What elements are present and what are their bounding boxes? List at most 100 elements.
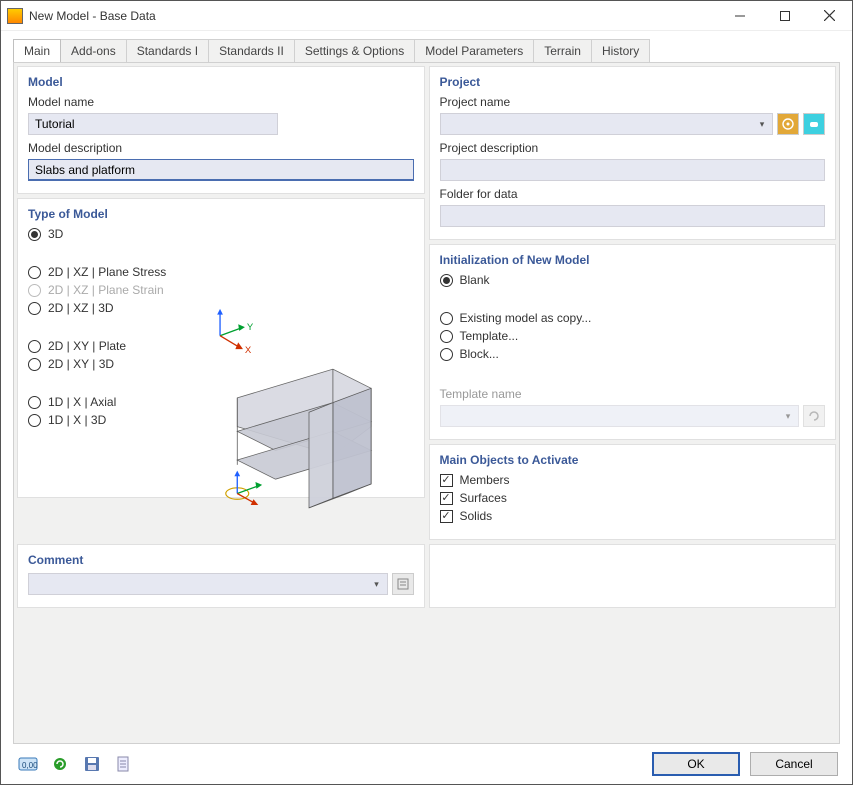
combo-comment[interactable]: ▾ [28, 573, 388, 595]
save-button[interactable] [79, 752, 105, 776]
tab-main[interactable]: Main [13, 39, 61, 62]
tab-standards-i[interactable]: Standards I [126, 39, 209, 62]
refresh-icon [51, 755, 69, 773]
chevron-down-icon: ▾ [779, 407, 797, 425]
tab-terrain[interactable]: Terrain [533, 39, 592, 62]
label-project-desc: Project description [440, 141, 826, 155]
label-model-desc: Model description [28, 141, 414, 155]
label-template-name: Template name [440, 387, 826, 401]
radio-label: 2D | XY | Plate [48, 339, 126, 353]
panel-comment: Comment ▾ [17, 544, 425, 608]
checkbox-icon [440, 510, 453, 523]
app-icon [7, 8, 23, 24]
radio-icon [440, 274, 453, 287]
svg-text:0,00: 0,00 [22, 761, 38, 770]
radio-label: 1D | X | Axial [48, 395, 116, 409]
input-model-name[interactable] [28, 113, 278, 135]
svg-text:Y: Y [246, 322, 253, 333]
refresh-icon [807, 409, 821, 423]
radio-label: 2D | XY | 3D [48, 357, 114, 371]
combo-project-name[interactable]: ▾ [440, 113, 774, 135]
label-project-name: Project name [440, 95, 826, 109]
radio-type-2d-xz-plane-strain: 2D | XZ | Plane Strain [28, 283, 414, 297]
comment-pick-button[interactable] [392, 573, 414, 595]
project-manager-button[interactable] [777, 113, 799, 135]
radio-icon [28, 284, 41, 297]
radio-label: Template... [460, 329, 519, 343]
radio-icon [28, 414, 41, 427]
radio-label: Block... [460, 347, 499, 361]
tab-history[interactable]: History [591, 39, 650, 62]
input-folder-data[interactable] [440, 205, 826, 227]
radio-type-2d-xz-plane-stress[interactable]: 2D | XZ | Plane Stress [28, 265, 414, 279]
radio-label: 2D | XZ | 3D [48, 301, 114, 315]
dialog-bottom-bar: 0,00 OK Cancel [13, 752, 840, 776]
radio-icon [28, 228, 41, 241]
checkbox-icon [440, 492, 453, 505]
project-cloud-button[interactable] [803, 113, 825, 135]
dialog-body: MainAdd-onsStandards IStandards IISettin… [1, 31, 852, 784]
report-button[interactable] [111, 752, 137, 776]
tab-add-ons[interactable]: Add-ons [60, 39, 127, 62]
svg-text:X: X [244, 345, 251, 356]
chevron-down-icon: ▾ [753, 115, 771, 133]
svg-text:Z: Z [218, 307, 224, 308]
radio-init-blank[interactable]: Blank [440, 273, 826, 287]
window-title: New Model - Base Data [29, 9, 717, 23]
chevron-down-icon: ▾ [368, 575, 386, 593]
tab-settings-options[interactable]: Settings & Options [294, 39, 415, 62]
check-object-members[interactable]: Members [440, 473, 826, 487]
units-icon: 0,00 [18, 755, 38, 773]
check-object-surfaces[interactable]: Surfaces [440, 491, 826, 505]
maximize-icon [780, 11, 790, 21]
close-button[interactable] [807, 1, 852, 31]
radio-icon [440, 312, 453, 325]
label-model-name: Model name [28, 95, 414, 109]
tab-content-main: Model Model name Model description Type … [13, 62, 840, 744]
note-icon [396, 577, 410, 591]
input-project-desc[interactable] [440, 159, 826, 181]
panel-model: Model Model name Model description [17, 66, 425, 194]
save-icon [83, 755, 101, 773]
tab-model-parameters[interactable]: Model Parameters [414, 39, 534, 62]
window-titlebar: New Model - Base Data [1, 1, 852, 31]
input-model-desc[interactable] [28, 159, 414, 181]
radio-icon [28, 266, 41, 279]
radio-label: 3D [48, 227, 63, 241]
gear-icon [781, 117, 795, 131]
panel-empty-right [429, 544, 837, 608]
refresh-button[interactable] [47, 752, 73, 776]
radio-init-existing-model-as-copy-[interactable]: Existing model as copy... [440, 311, 826, 325]
model-preview-3d: Z Y X [204, 307, 414, 527]
tab-standards-ii[interactable]: Standards II [208, 39, 295, 62]
label-folder-data: Folder for data [440, 187, 826, 201]
radio-label: Blank [460, 273, 490, 287]
panel-title-type: Type of Model [28, 207, 414, 221]
minimize-icon [735, 11, 745, 21]
panel-title-objects: Main Objects to Activate [440, 453, 826, 467]
check-object-solids[interactable]: Solids [440, 509, 826, 523]
panel-title-project: Project [440, 75, 826, 89]
checkbox-label: Solids [460, 509, 493, 523]
panel-project: Project Project name ▾ Project [429, 66, 837, 240]
radio-init-block-[interactable]: Block... [440, 347, 826, 361]
combo-template-name: ▾ [440, 405, 800, 427]
radio-icon [28, 396, 41, 409]
maximize-button[interactable] [762, 1, 807, 31]
radio-label: 2D | XZ | Plane Stress [48, 265, 166, 279]
radio-init-template-[interactable]: Template... [440, 329, 826, 343]
radio-icon [440, 348, 453, 361]
tab-bar: MainAdd-onsStandards IStandards IISettin… [13, 39, 840, 62]
checkbox-label: Surfaces [460, 491, 507, 505]
radio-icon [28, 340, 41, 353]
cancel-button[interactable]: Cancel [750, 752, 838, 776]
checkbox-icon [440, 474, 453, 487]
checkbox-label: Members [460, 473, 510, 487]
units-button[interactable]: 0,00 [15, 752, 41, 776]
radio-icon [28, 302, 41, 315]
cloud-icon [807, 117, 821, 131]
minimize-button[interactable] [717, 1, 762, 31]
ok-button[interactable]: OK [652, 752, 740, 776]
panel-initialization: Initialization of New Model BlankExistin… [429, 244, 837, 440]
radio-type-3d[interactable]: 3D [28, 227, 414, 241]
